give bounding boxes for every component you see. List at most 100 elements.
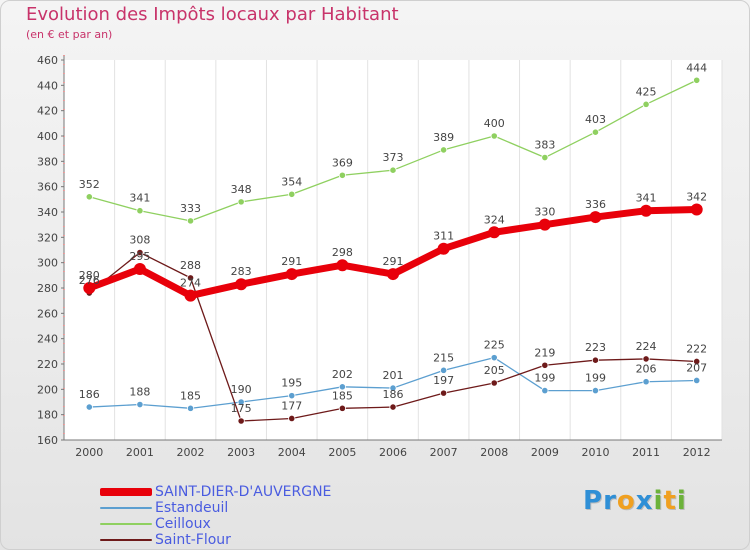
data-point-0-6 bbox=[387, 268, 399, 281]
data-label-1-9: 199 bbox=[534, 372, 555, 385]
data-label-2-8: 400 bbox=[484, 117, 505, 130]
x-tick-label: 2005 bbox=[328, 446, 356, 459]
data-point-2-2 bbox=[186, 217, 195, 225]
data-label-1-6: 201 bbox=[383, 369, 404, 382]
data-label-3-1: 308 bbox=[129, 234, 150, 247]
legend-swatch-saint-flour bbox=[100, 539, 152, 541]
logo-letter-4: i bbox=[653, 486, 664, 516]
y-tick-label: 300 bbox=[37, 257, 58, 270]
data-point-3-4 bbox=[288, 414, 296, 423]
data-label-1-1: 188 bbox=[129, 386, 150, 399]
data-label-2-11: 425 bbox=[636, 85, 657, 98]
proxiti-logo: Proxiti bbox=[583, 486, 687, 516]
data-point-1-12 bbox=[693, 376, 701, 385]
data-point-0-5 bbox=[336, 259, 349, 272]
data-label-1-3: 190 bbox=[231, 383, 252, 396]
data-point-2-3 bbox=[237, 198, 245, 206]
data-point-2-8 bbox=[490, 132, 498, 140]
logo-letter-3: x bbox=[635, 486, 654, 516]
x-tick-label: 2004 bbox=[278, 446, 306, 459]
data-label-3-3: 175 bbox=[231, 402, 252, 415]
y-tick-label: 400 bbox=[37, 130, 58, 143]
data-point-3-5 bbox=[338, 404, 346, 412]
data-point-0-4 bbox=[285, 268, 298, 281]
logo-letter-0: P bbox=[583, 486, 604, 516]
logo-letter-6: i bbox=[676, 486, 687, 516]
data-label-3-9: 219 bbox=[534, 346, 555, 359]
data-point-0-0 bbox=[83, 282, 96, 294]
data-label-0-2: 274 bbox=[180, 277, 201, 290]
x-tick-label: 2003 bbox=[227, 446, 255, 459]
y-tick-label: 280 bbox=[37, 282, 58, 295]
logo-letter-1: r bbox=[603, 486, 617, 516]
x-tick-label: 2009 bbox=[531, 446, 559, 459]
data-point-3-1 bbox=[136, 248, 144, 257]
x-tick-label: 2011 bbox=[632, 446, 660, 459]
data-point-3-12 bbox=[693, 357, 701, 366]
data-label-0-3: 283 bbox=[231, 265, 252, 278]
data-label-1-11: 206 bbox=[636, 363, 657, 376]
data-label-1-4: 195 bbox=[281, 377, 302, 390]
data-label-1-0: 186 bbox=[79, 388, 100, 401]
data-label-1-10: 199 bbox=[585, 372, 606, 385]
data-point-0-10 bbox=[589, 211, 602, 224]
legend-swatch-ceilloux bbox=[100, 523, 152, 525]
data-point-3-7 bbox=[440, 389, 448, 397]
x-tick-label: 2010 bbox=[581, 446, 609, 459]
data-label-0-11: 341 bbox=[636, 192, 657, 205]
data-label-3-6: 186 bbox=[383, 388, 404, 401]
y-tick-label: 200 bbox=[37, 383, 58, 396]
data-label-2-9: 383 bbox=[534, 139, 555, 152]
data-point-1-2 bbox=[186, 404, 195, 412]
data-point-0-12 bbox=[690, 203, 703, 216]
data-point-2-11 bbox=[642, 100, 650, 108]
legend-swatch-saint-dier bbox=[100, 488, 152, 496]
data-label-3-11: 224 bbox=[636, 340, 657, 353]
data-label-3-5: 185 bbox=[332, 389, 353, 402]
logo-letter-5: t bbox=[663, 486, 677, 516]
data-label-0-0: 280 bbox=[79, 269, 100, 282]
data-label-3-8: 205 bbox=[484, 364, 505, 377]
data-point-0-3 bbox=[235, 278, 248, 291]
y-tick-label: 260 bbox=[37, 307, 58, 320]
data-point-3-9 bbox=[541, 361, 549, 369]
data-label-0-6: 291 bbox=[383, 255, 404, 268]
data-label-1-5: 202 bbox=[332, 368, 353, 381]
y-tick-label: 220 bbox=[37, 358, 58, 371]
data-label-3-0: 276 bbox=[79, 274, 100, 287]
data-point-3-10 bbox=[591, 356, 600, 364]
data-point-0-8 bbox=[488, 226, 501, 239]
data-label-3-10: 223 bbox=[585, 341, 606, 354]
data-label-0-5: 298 bbox=[332, 246, 353, 259]
data-point-1-0 bbox=[85, 403, 93, 411]
y-tick-label: 380 bbox=[37, 155, 58, 168]
data-label-2-2: 333 bbox=[180, 202, 201, 215]
x-tick-label: 2012 bbox=[683, 446, 711, 459]
data-point-3-8 bbox=[490, 379, 498, 387]
data-label-3-12: 222 bbox=[686, 342, 707, 355]
y-tick-label: 180 bbox=[37, 409, 58, 422]
data-label-3-4: 177 bbox=[281, 399, 302, 412]
data-point-1-1 bbox=[136, 400, 144, 409]
data-label-0-1: 295 bbox=[129, 250, 150, 263]
data-label-0-4: 291 bbox=[281, 255, 302, 268]
legend-label-saint-flour: Saint-Flour bbox=[155, 532, 231, 548]
data-label-3-2: 288 bbox=[180, 259, 201, 272]
data-label-2-12: 444 bbox=[686, 61, 707, 74]
data-point-2-7 bbox=[440, 146, 448, 154]
x-tick-label: 2000 bbox=[75, 446, 103, 459]
data-label-0-12: 342 bbox=[686, 190, 707, 203]
data-point-1-4 bbox=[288, 392, 296, 400]
data-label-2-3: 348 bbox=[231, 183, 252, 196]
chart-title: Evolution des Impôts locaux par Habitant bbox=[26, 4, 399, 25]
data-point-0-1 bbox=[133, 263, 146, 275]
logo-letter-2: o bbox=[616, 486, 636, 516]
data-label-2-6: 373 bbox=[383, 151, 404, 164]
data-point-2-4 bbox=[288, 190, 296, 198]
data-label-1-2: 185 bbox=[180, 389, 201, 402]
y-tick-label: 360 bbox=[37, 181, 58, 194]
data-point-1-10 bbox=[591, 386, 600, 395]
data-label-0-8: 324 bbox=[484, 213, 505, 226]
data-point-3-3 bbox=[237, 417, 245, 425]
data-label-0-10: 336 bbox=[585, 198, 606, 211]
